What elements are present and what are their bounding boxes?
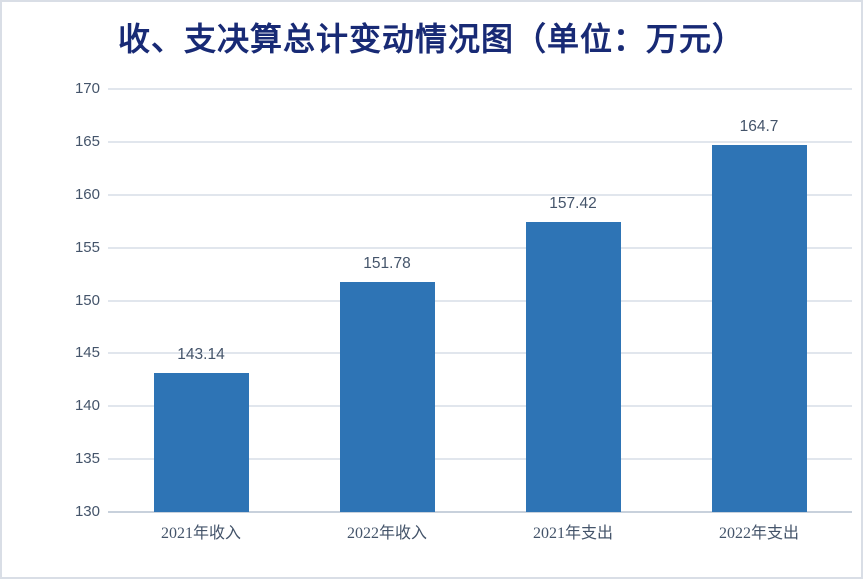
y-gridline: [108, 193, 852, 196]
bar-value-label: 164.7: [739, 118, 779, 136]
x-axis-line: [108, 511, 852, 513]
bar: [525, 222, 621, 512]
bar-value-label: 143.14: [177, 346, 225, 364]
x-axis-category-label: 2022年收入: [346, 525, 427, 542]
y-axis-tick-label: 145: [74, 344, 100, 362]
y-gridline: [108, 299, 852, 302]
bar-value-label: 151.78: [363, 254, 411, 272]
bar: [153, 373, 249, 512]
y-gridline: [108, 140, 852, 143]
x-axis-category-label: 2021年支出: [532, 525, 613, 542]
x-axis-category-label: 2022年支出: [718, 525, 799, 542]
y-axis-tick-label: 150: [74, 291, 100, 309]
y-gridline: [108, 458, 852, 461]
bar-value-label: 157.42: [549, 195, 597, 213]
y-gridline: [108, 88, 852, 90]
y-axis-tick-label: 160: [74, 185, 100, 203]
y-axis-tick-label: 155: [74, 238, 100, 256]
y-axis-tick-label: 165: [74, 132, 100, 150]
chart-title: 收、支决算总计变动情况图（单位：万元）: [117, 21, 745, 57]
y-axis-tick-label: 140: [74, 397, 100, 415]
bar: [339, 281, 435, 512]
y-gridline: [108, 405, 852, 408]
x-axis-category-label: 2021年收入: [160, 525, 241, 542]
y-gridline: [108, 246, 852, 249]
bar: [711, 145, 807, 512]
y-gridline: [108, 352, 852, 355]
y-axis-tick-label: 135: [74, 450, 100, 468]
y-axis-tick-label: 130: [74, 503, 100, 520]
y-axis-tick-label: 170: [74, 80, 100, 97]
